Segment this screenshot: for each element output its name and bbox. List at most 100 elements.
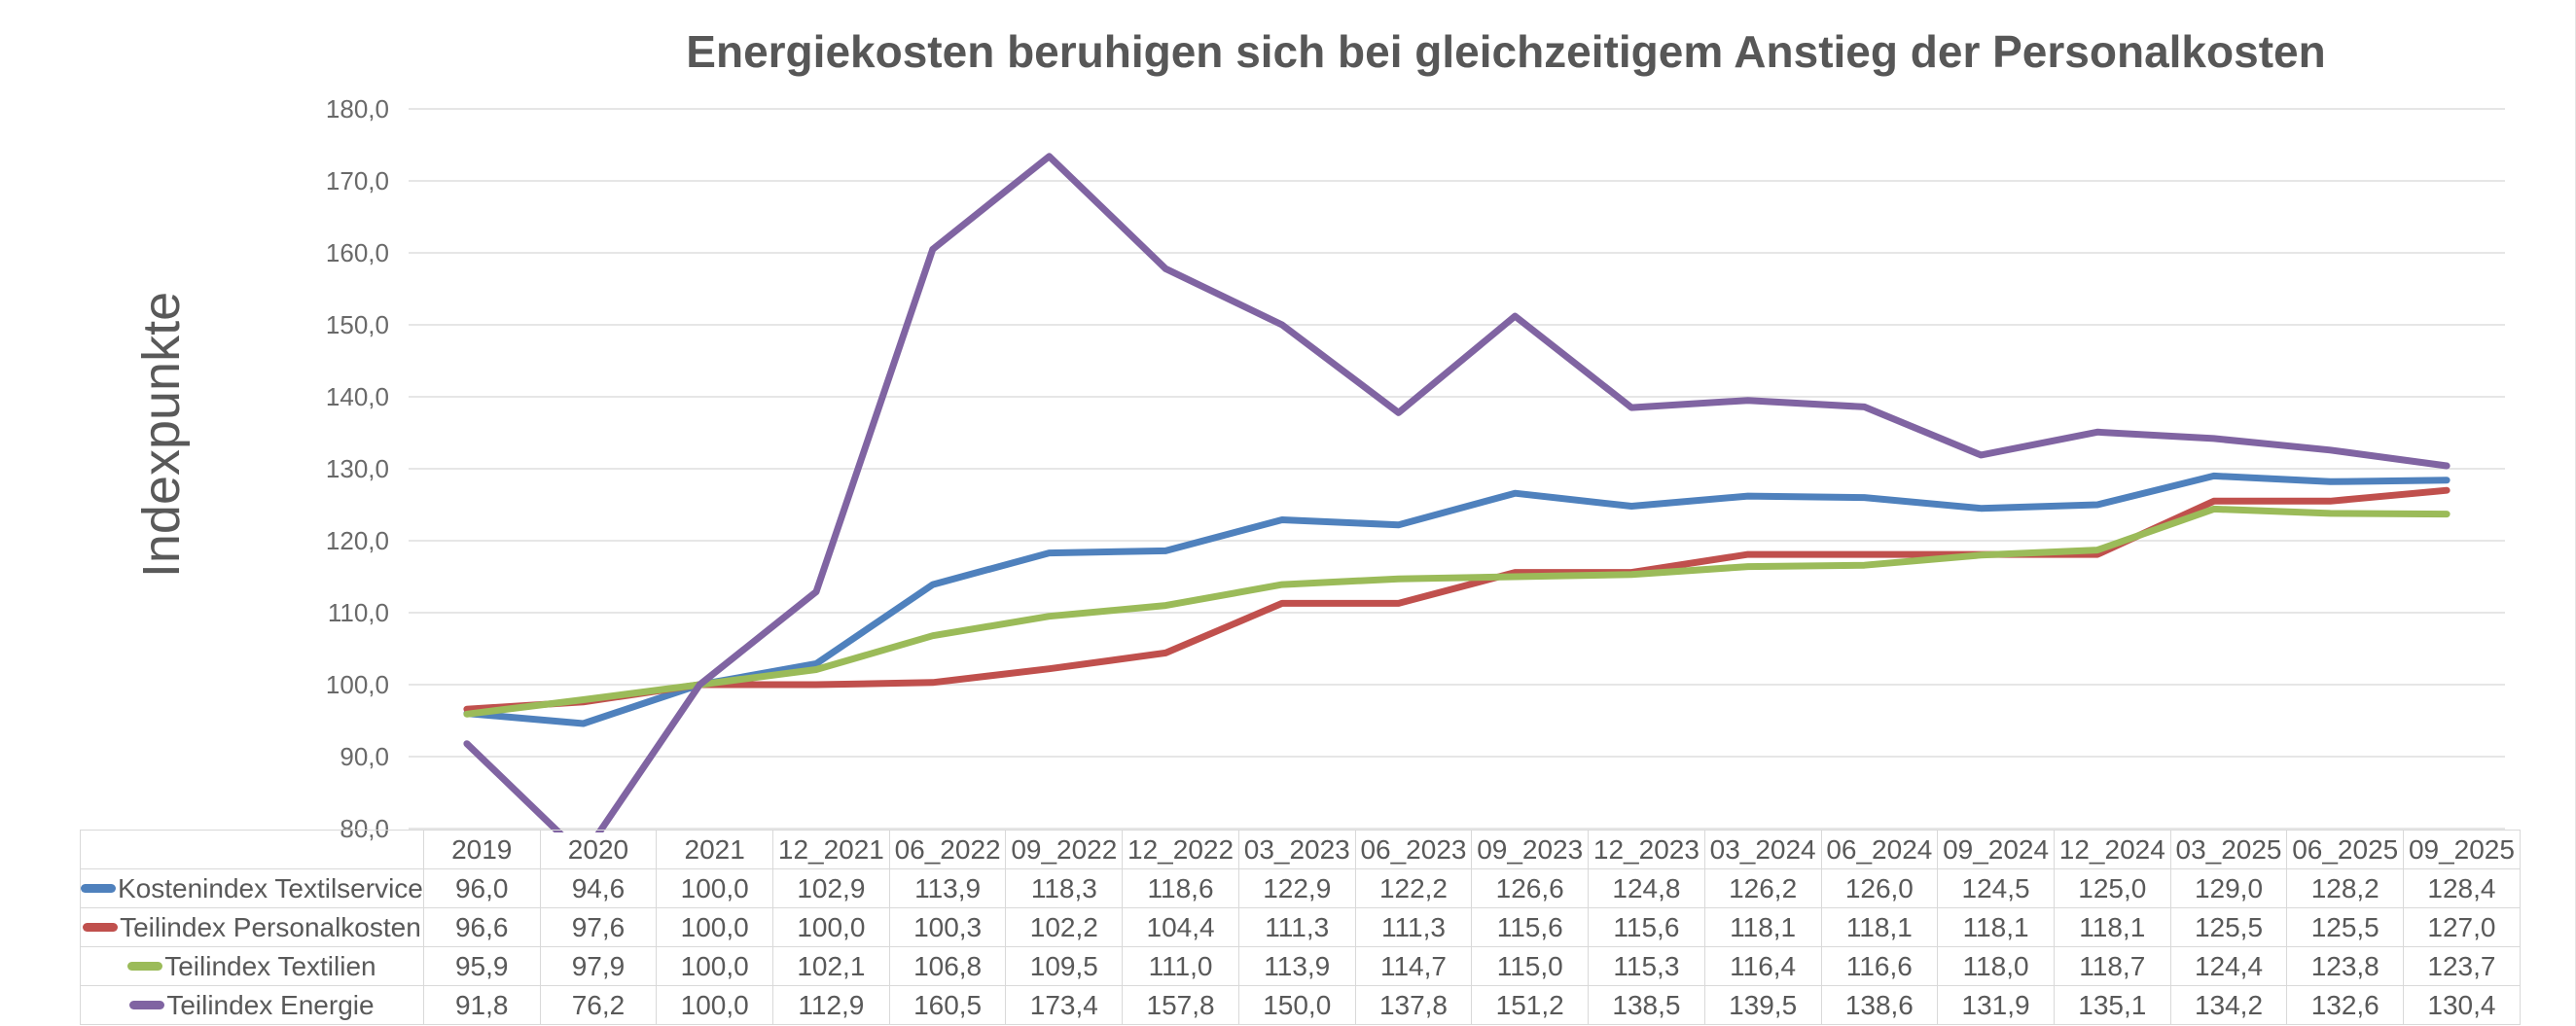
value-cell: 115,6 — [1471, 907, 1590, 947]
value-cell: 134,2 — [2169, 985, 2288, 1025]
table-corner-cell — [80, 830, 424, 869]
value-cell: 96,0 — [422, 868, 541, 908]
value-cell: 124,8 — [1588, 868, 1705, 908]
y-tick-label: 170,0 — [325, 166, 389, 195]
value-cell: 128,4 — [2403, 868, 2521, 908]
value-cell: 111,3 — [1354, 907, 1473, 947]
legend-dash-icon — [127, 961, 163, 971]
y-tick-label: 100,0 — [325, 670, 389, 699]
x-category-header: 03_2023 — [1237, 830, 1356, 869]
value-cell: 96,6 — [422, 907, 541, 947]
value-cell: 100,0 — [656, 946, 774, 986]
series-label-cell: Teilindex Energie — [80, 985, 424, 1025]
series-label-cell: Teilindex Textilien — [80, 946, 424, 986]
series-name: Teilindex Energie — [166, 989, 375, 1020]
value-cell: 128,2 — [2286, 868, 2405, 908]
series-label-cell: Kostenindex Textilservice — [80, 868, 424, 908]
value-cell: 95,9 — [422, 946, 541, 986]
series-name: Teilindex Personalkosten — [120, 911, 421, 942]
x-category-header: 2021 — [656, 830, 774, 869]
value-cell: 118,6 — [1122, 868, 1239, 908]
value-cell: 104,4 — [1122, 907, 1239, 947]
x-category-header: 09_2023 — [1471, 830, 1590, 869]
value-cell: 138,5 — [1588, 985, 1705, 1025]
y-tick-label: 130,0 — [325, 454, 389, 483]
value-cell: 102,9 — [772, 868, 890, 908]
x-category-header: 12_2022 — [1122, 830, 1239, 869]
x-category-header: 06_2024 — [1820, 830, 1939, 869]
value-cell: 115,3 — [1588, 946, 1705, 986]
y-tick-label: 160,0 — [325, 238, 389, 267]
value-cell: 91,8 — [422, 985, 541, 1025]
value-cell: 125,0 — [2053, 868, 2171, 908]
chart-title: Energiekosten beruhigen sich bei gleichz… — [686, 26, 2326, 77]
value-cell: 131,9 — [1937, 985, 2055, 1025]
x-category-header: 09_2024 — [1937, 830, 2055, 869]
value-cell: 123,8 — [2286, 946, 2405, 986]
legend-dash-icon — [83, 922, 119, 932]
x-category-header: 09_2025 — [2403, 830, 2521, 869]
series-line-teilindex-energie — [463, 153, 2451, 832]
value-cell: 124,4 — [2169, 946, 2288, 986]
value-cell: 129,0 — [2169, 868, 2288, 908]
value-cell: 132,6 — [2286, 985, 2405, 1025]
value-cell: 111,0 — [1122, 946, 1239, 986]
value-cell: 115,6 — [1588, 907, 1705, 947]
value-cell: 113,9 — [1237, 946, 1356, 986]
value-cell: 106,8 — [888, 946, 1007, 986]
value-cell: 122,2 — [1354, 868, 1473, 908]
data-table: 2019 2020 2021 12_2021 06_2022 09_2022 12_2022… — [80, 830, 2521, 1025]
value-cell: 130,4 — [2403, 985, 2521, 1025]
value-cell: 118,1 — [1703, 907, 1822, 947]
table-row: Kostenindex Textilservice 96,0 94,6 100,0 10… — [80, 868, 2521, 908]
value-cell: 126,6 — [1471, 868, 1590, 908]
value-cell: 109,5 — [1005, 946, 1124, 986]
legend-dash-icon — [129, 1000, 165, 1009]
value-cell: 150,0 — [1237, 985, 1356, 1025]
table-header-row: 2019 2020 2021 12_2021 06_2022 09_2022 12_2022… — [80, 830, 2521, 869]
legend-dash-icon — [81, 883, 116, 893]
value-cell: 160,5 — [888, 985, 1007, 1025]
value-cell: 100,3 — [888, 907, 1007, 947]
table-row: Teilindex Personalkosten 96,6 97,6 100,0 100… — [80, 907, 2521, 947]
value-cell: 94,6 — [539, 868, 658, 908]
value-cell: 138,6 — [1820, 985, 1939, 1025]
value-cell: 115,0 — [1471, 946, 1590, 986]
value-cell: 157,8 — [1122, 985, 1239, 1025]
value-cell: 97,6 — [539, 907, 658, 947]
series-line-teilindex-textilien — [463, 505, 2451, 718]
value-cell: 137,8 — [1354, 985, 1473, 1025]
table-row: Teilindex Energie 91,8 76,2 100,0 112,9 160,5… — [80, 985, 2521, 1025]
x-category-header: 2020 — [539, 830, 658, 869]
y-tick-label: 150,0 — [325, 310, 389, 339]
value-cell: 118,3 — [1005, 868, 1124, 908]
value-cell: 126,2 — [1703, 868, 1822, 908]
y-tick-label: 140,0 — [325, 382, 389, 411]
y-tick-label: 180,0 — [325, 94, 389, 124]
x-category-header: 12_2023 — [1588, 830, 1705, 869]
series-name: Teilindex Textilien — [164, 950, 376, 981]
value-cell: 125,5 — [2169, 907, 2288, 947]
y-tick-label: 120,0 — [325, 526, 389, 555]
value-cell: 113,9 — [888, 868, 1007, 908]
value-cell: 111,3 — [1237, 907, 1356, 947]
value-cell: 116,4 — [1703, 946, 1822, 986]
y-tick-label: 90,0 — [340, 742, 389, 771]
x-category-header: 12_2021 — [772, 830, 890, 869]
value-cell: 151,2 — [1471, 985, 1590, 1025]
value-cell: 125,5 — [2286, 907, 2405, 947]
value-cell: 118,1 — [1937, 907, 2055, 947]
x-category-header: 06_2022 — [888, 830, 1007, 869]
value-cell: 118,0 — [1937, 946, 2055, 986]
value-cell: 102,2 — [1005, 907, 1124, 947]
value-cell: 102,1 — [772, 946, 890, 986]
value-cell: 127,0 — [2403, 907, 2521, 947]
value-cell: 100,0 — [772, 907, 890, 947]
series-name: Kostenindex Textilservice — [118, 872, 423, 903]
value-cell: 139,5 — [1703, 985, 1822, 1025]
value-cell: 118,1 — [1820, 907, 1939, 947]
value-cell: 116,6 — [1820, 946, 1939, 986]
x-category-header: 12_2024 — [2053, 830, 2171, 869]
y-tick-label: 110,0 — [327, 598, 389, 627]
x-category-header: 06_2023 — [1354, 830, 1473, 869]
